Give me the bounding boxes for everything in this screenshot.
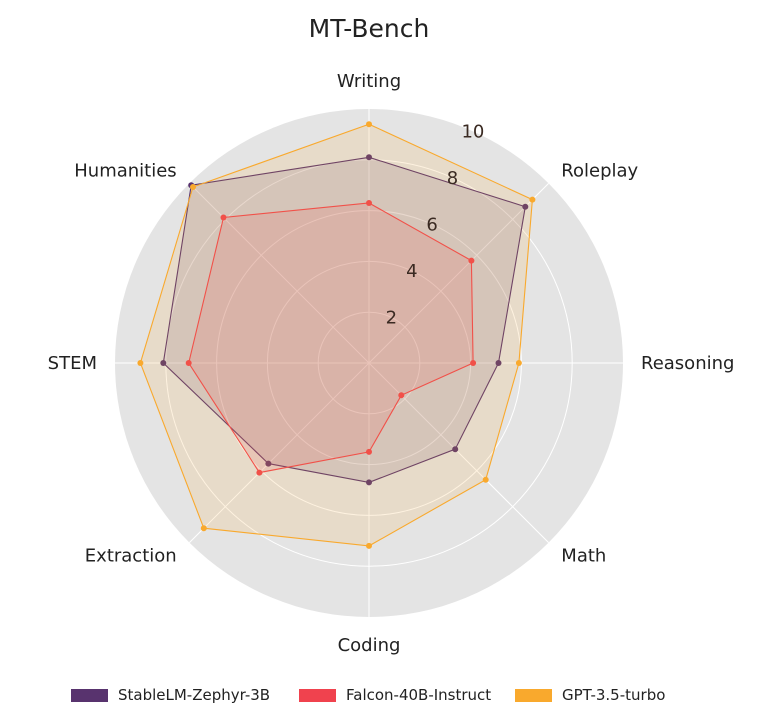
axis-label-5: Extraction (85, 545, 177, 566)
axis-label-7: Humanities (74, 161, 176, 182)
series-2-point-4 (366, 542, 372, 549)
legend-swatch-0 (71, 688, 108, 702)
legend: StableLM-Zephyr-3B Falcon-40B-Instruct G… (0, 683, 761, 707)
axis-label-0: Writing (337, 71, 401, 92)
legend-item-0: StableLM-Zephyr-3B (71, 683, 270, 707)
axis-labels: Writing Roleplay Reasoning Math Coding Extrac… (48, 71, 735, 656)
series-0-point-5 (265, 460, 272, 467)
grid-spoke-5 (189, 362, 370, 543)
series-2-point-5 (200, 525, 207, 532)
series-1-point-6 (185, 360, 192, 366)
polar-grid (115, 109, 623, 617)
axis-label-2: Reasoning (641, 353, 734, 374)
series-2-point-1 (529, 196, 536, 203)
series-1-point-0 (366, 200, 372, 206)
legend-label-0: StableLM-Zephyr-3B (118, 686, 271, 704)
radial-tick-8: 8 (447, 168, 458, 189)
series-0-point-2 (495, 360, 502, 366)
legend-swatch-1 (299, 688, 336, 702)
series-1-point-7 (220, 214, 227, 221)
legend-label-2: GPT-3.5-turbo (562, 686, 666, 704)
legend-label-1: Falcon-40B-Instruct (346, 686, 492, 704)
radial-tick-4: 4 (406, 261, 417, 282)
series-1-point-3 (398, 392, 405, 399)
series-2-point-7 (190, 184, 196, 190)
series-0-point-1 (522, 203, 529, 210)
radial-tick-6: 6 (426, 214, 437, 235)
grid-spoke-3 (368, 362, 549, 543)
series-2-point-6 (137, 360, 144, 366)
series-layer (137, 121, 536, 549)
axis-label-1: Roleplay (561, 161, 638, 182)
radial-tick-2: 2 (386, 308, 397, 329)
series-1-point-4 (366, 448, 372, 455)
series-0-point-4 (366, 479, 372, 486)
radial-tick-10: 10 (461, 121, 484, 142)
series-0-point-6 (160, 360, 167, 366)
series-1-point-1 (468, 257, 475, 264)
axis-label-6: STEM (48, 353, 97, 374)
series-2-point-0 (366, 121, 372, 128)
series-2-point-2 (515, 360, 522, 366)
grid-spoke-1 (368, 183, 549, 364)
series-0-point-0 (366, 154, 372, 161)
series-0-point-3 (452, 446, 459, 453)
series-1-point-5 (256, 469, 263, 476)
chart-title: MT-Bench (309, 14, 430, 43)
series-area-2 (139, 123, 533, 547)
series-1-point-2 (470, 360, 477, 366)
legend-item-1: Falcon-40B-Instruct (299, 683, 491, 707)
series-2-point-3 (482, 476, 489, 483)
grid-spoke-7 (189, 183, 370, 364)
legend-item-2: GPT-3.5-turbo (515, 683, 665, 707)
axis-label-4: Coding (338, 635, 401, 656)
legend-swatch-2 (515, 688, 552, 702)
axis-label-3: Math (561, 545, 606, 566)
